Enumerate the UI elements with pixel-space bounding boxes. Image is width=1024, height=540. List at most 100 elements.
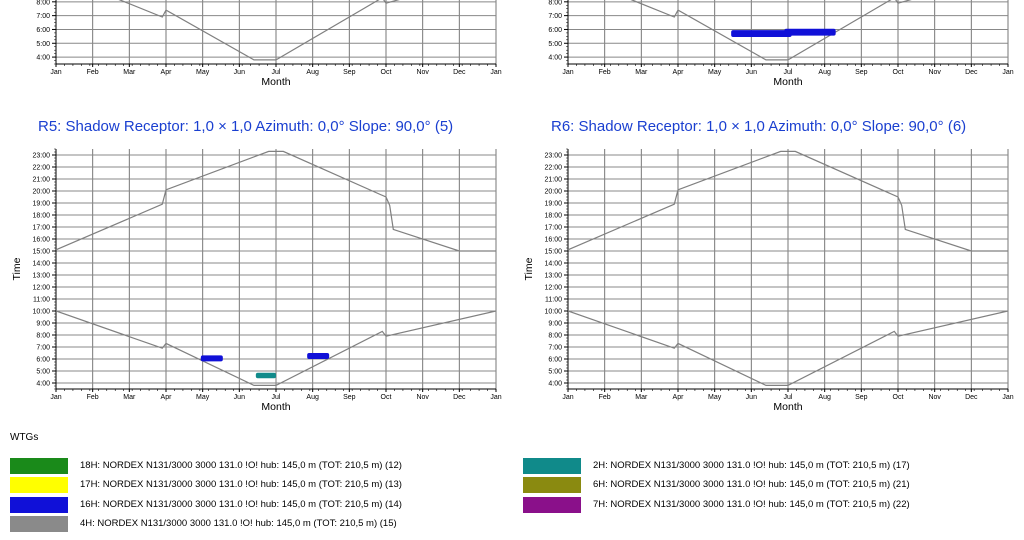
y-tick-label: 10:00 (32, 309, 50, 316)
legend-item-6h: 6H: NORDEX N131/3000 3000 131.0 !O! hub:… (523, 476, 910, 493)
shadow-charts: Jan Feb Mar Apr May Jun Jul Aug Sep Oct Nov Dec Jan4… (11, 0, 1014, 413)
y-tick-label: 9:00 (548, 321, 562, 328)
y-tick-label: 16:00 (544, 237, 562, 244)
y-tick-label: 4:00 (36, 55, 50, 62)
y-tick-label: 11:00 (33, 297, 50, 304)
x-tick-label: Aug (306, 69, 319, 76)
y-tick-label: 8:00 (36, 0, 50, 6)
chart-1: Jan Feb Mar Apr May Jun Jul Aug Sep Oct Nov Dec Jan4… (36, 0, 502, 88)
chart-title-r6: R6: Shadow Receptor: 1,0 × 1,0 Azimuth: … (551, 118, 967, 135)
x-tick-label: Oct (381, 69, 392, 76)
x-tick-label: Aug (818, 394, 831, 401)
x-tick-label: Sep (343, 394, 356, 401)
legend-label: 6H: NORDEX N131/3000 3000 131.0 !O! hub:… (593, 479, 910, 490)
y-tick-label: 22:00 (32, 165, 50, 172)
x-tick-label: May (196, 394, 210, 401)
x-tick-label: Jul (272, 394, 281, 401)
y-tick-label: 14:00 (544, 261, 562, 268)
chart-3: Jan Feb Mar Apr May Jun Jul Aug Sep Oct Nov Dec Jan4… (11, 148, 502, 413)
y-tick-label: 18:00 (32, 213, 50, 220)
x-tick-label: Mar (123, 69, 136, 76)
sunrise-curve (568, 310, 1008, 386)
x-tick-label: Nov (416, 394, 429, 401)
x-tick-label: Mar (123, 394, 136, 401)
y-tick-label: 17:00 (544, 225, 562, 232)
x-tick-label: May (708, 394, 722, 401)
y-tick-label: 12:00 (32, 285, 50, 292)
legend-label: 17H: NORDEX N131/3000 3000 131.0 !O! hub… (80, 479, 402, 490)
x-tick-label: Nov (416, 69, 429, 76)
shadow-event-16h (784, 28, 836, 36)
chart-2: Jan Feb Mar Apr May Jun Jul Aug Sep Oct Nov Dec Jan4… (548, 0, 1014, 88)
y-tick-label: 18:00 (544, 213, 562, 220)
x-tick-label: Aug (306, 394, 319, 401)
x-tick-label: Feb (599, 69, 611, 76)
y-tick-label: 4:00 (548, 55, 562, 62)
x-tick-label: Nov (928, 394, 941, 401)
y-tick-label: 20:00 (544, 189, 562, 196)
x-axis-title: Month (261, 76, 290, 88)
x-tick-label: Jun (234, 394, 245, 401)
y-tick-label: 19:00 (544, 201, 562, 208)
y-tick-label: 8:00 (548, 333, 562, 340)
x-tick-label: Jun (234, 69, 245, 76)
shadow-event-16h (200, 355, 223, 362)
legend-label: 4H: NORDEX N131/3000 3000 131.0 !O! hub:… (80, 518, 397, 529)
x-tick-label: Feb (599, 394, 611, 401)
y-tick-label: 7:00 (548, 13, 562, 20)
y-tick-label: 15:00 (32, 249, 50, 256)
legend-swatch (523, 457, 581, 474)
y-tick-label: 6:00 (548, 357, 562, 364)
x-tick-label: Oct (893, 394, 904, 401)
y-tick-label: 8:00 (36, 333, 50, 340)
x-tick-label: Jan (1002, 69, 1013, 76)
x-tick-label: Jan (50, 69, 61, 76)
y-tick-label: 13:00 (544, 273, 562, 280)
x-tick-label: Sep (855, 69, 868, 76)
y-tick-label: 7:00 (36, 13, 50, 20)
legend-label: 18H: NORDEX N131/3000 3000 131.0 !O! hub… (80, 460, 402, 471)
legend-swatch (523, 496, 581, 513)
y-tick-label: 13:00 (32, 273, 50, 280)
shadow-event-16h (307, 353, 330, 359)
y-tick-label: 22:00 (544, 165, 562, 172)
x-tick-label: Apr (161, 394, 173, 401)
x-tick-label: Apr (161, 69, 173, 76)
x-tick-label: Sep (343, 69, 356, 76)
y-tick-label: 10:00 (544, 309, 562, 316)
y-tick-label: 7:00 (548, 345, 562, 352)
legend-swatch (523, 476, 581, 493)
x-tick-label: Dec (453, 69, 466, 76)
x-tick-label: Jul (784, 69, 793, 76)
x-tick-label: May (196, 69, 210, 76)
y-tick-label: 23:00 (544, 153, 562, 160)
y-tick-label: 4:00 (36, 381, 50, 388)
y-tick-label: 7:00 (36, 345, 50, 352)
shadow-event-16h (731, 30, 792, 38)
sunset-curve (56, 150, 496, 252)
legend-item-4h: 4H: NORDEX N131/3000 3000 131.0 !O! hub:… (10, 515, 397, 532)
legend-swatch (10, 496, 68, 513)
x-tick-label: Nov (928, 69, 941, 76)
legend-item-2h: 2H: NORDEX N131/3000 3000 131.0 !O! hub:… (523, 457, 910, 474)
y-tick-label: 5:00 (36, 369, 50, 376)
x-tick-label: Jul (784, 394, 793, 401)
x-tick-label: Dec (965, 394, 978, 401)
y-tick-label: 4:00 (548, 381, 562, 388)
sunrise-curve (630, 0, 912, 61)
x-tick-label: Apr (673, 394, 685, 401)
y-axis-title: Time (11, 257, 23, 280)
x-tick-label: Sep (855, 394, 868, 401)
legend-label: 2H: NORDEX N131/3000 3000 131.0 !O! hub:… (593, 460, 910, 471)
y-axis-title: Time (523, 257, 535, 280)
x-tick-label: Jan (562, 69, 573, 76)
y-tick-label: 17:00 (32, 225, 50, 232)
x-tick-label: Oct (381, 394, 392, 401)
y-tick-label: 23:00 (32, 153, 50, 160)
y-tick-label: 16:00 (32, 237, 50, 244)
legend-label: 16H: NORDEX N131/3000 3000 131.0 !O! hub… (80, 499, 402, 510)
y-tick-label: 21:00 (544, 177, 562, 184)
x-tick-label: Jun (746, 69, 757, 76)
y-tick-label: 20:00 (32, 189, 50, 196)
y-tick-label: 6:00 (36, 27, 50, 34)
